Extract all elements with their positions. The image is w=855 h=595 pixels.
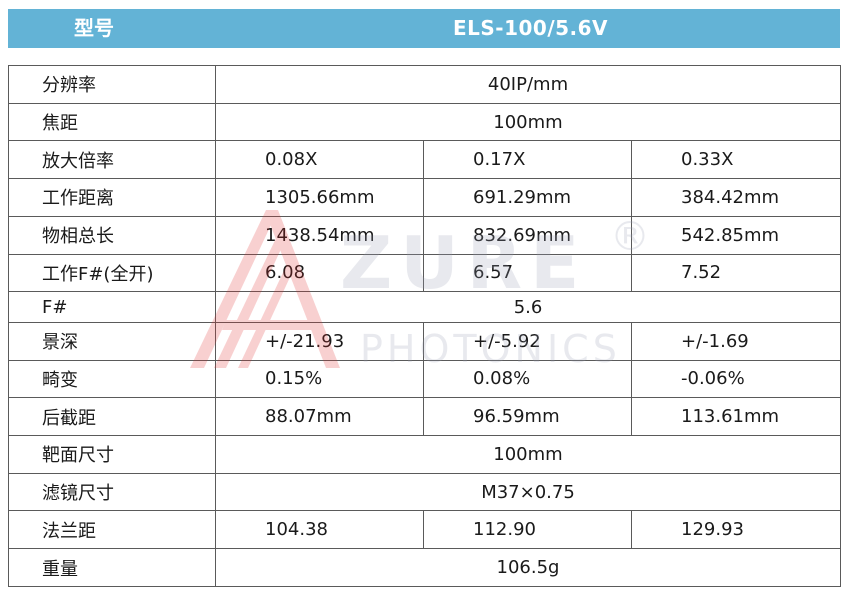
spec-value: +/-21.93 [215, 321, 424, 361]
spec-value: 0.08% [423, 359, 632, 399]
spec-value: 112.90 [423, 510, 632, 550]
spec-row: 焦距 100mm [8, 102, 842, 142]
spec-row: 工作F#(全开) 6.08 6.57 7.52 [8, 253, 842, 293]
spec-label: 靶面尺寸 [8, 435, 216, 474]
spec-value: 6.08 [215, 253, 424, 293]
spec-value: 542.85mm [630, 215, 842, 255]
spec-label: 法兰距 [8, 510, 216, 550]
model-label: 型号 [74, 16, 114, 40]
spec-value: 384.42mm [630, 178, 842, 217]
spec-value: -0.06% [630, 359, 842, 399]
spec-value: 104.38 [215, 510, 424, 550]
spec-label: 畸变 [8, 359, 216, 399]
spec-value: 0.33X [630, 140, 842, 180]
spec-value: 832.69mm [423, 215, 632, 255]
spec-row: 重量 106.5g [8, 548, 842, 587]
spec-row: 景深 +/-21.93 +/-5.92 +/-1.69 [8, 321, 842, 361]
spec-row: 分辨率 40IP/mm [8, 65, 842, 104]
spec-label: F# [8, 291, 216, 323]
spec-label: 景深 [8, 321, 216, 361]
spec-label: 分辨率 [8, 65, 216, 104]
spec-label: 焦距 [8, 102, 216, 142]
spec-value: 0.15% [215, 359, 424, 399]
spec-row: 法兰距 104.38 112.90 129.93 [8, 510, 842, 550]
spec-table: 分辨率 40IP/mm 焦距 100mm 放大倍率 0.08X 0.17X 0.33X 工作距离… [8, 65, 842, 587]
spec-label: 滤镜尺寸 [8, 472, 216, 512]
spec-value: 7.52 [630, 253, 842, 293]
spec-value: 0.08X [215, 140, 424, 180]
spec-row: 后截距 88.07mm 96.59mm 113.61mm [8, 397, 842, 437]
spec-row: F# 5.6 [8, 291, 842, 323]
spec-row: 靶面尺寸 100mm [8, 435, 842, 474]
spec-value: 100mm [214, 435, 842, 474]
spec-label: 重量 [8, 548, 216, 587]
spec-value: 88.07mm [215, 397, 424, 437]
spec-value: 6.57 [423, 253, 632, 293]
spec-value: 5.6 [214, 291, 842, 323]
spec-label: 放大倍率 [8, 140, 216, 180]
spec-label: 后截距 [8, 397, 216, 437]
model-value: ELS-100/5.6V [452, 16, 609, 40]
spec-value: 1305.66mm [215, 178, 424, 217]
spec-value: +/-5.92 [423, 321, 632, 361]
spec-value: 129.93 [630, 510, 842, 550]
spec-row: 工作距离 1305.66mm 691.29mm 384.42mm [8, 178, 842, 217]
spec-row: 物相总长 1438.54mm 832.69mm 542.85mm [8, 215, 842, 255]
spec-value: 100mm [214, 102, 842, 142]
spec-label: 工作距离 [8, 178, 216, 217]
spec-label: 物相总长 [8, 215, 216, 255]
spec-row: 放大倍率 0.08X 0.17X 0.33X [8, 140, 842, 180]
spec-value: 113.61mm [630, 397, 842, 437]
spec-table-body: 分辨率 40IP/mm 焦距 100mm 放大倍率 0.08X 0.17X 0.33X 工作距离… [8, 65, 842, 587]
spec-value: 691.29mm [423, 178, 632, 217]
spec-row: 畸变 0.15% 0.08% -0.06% [8, 359, 842, 399]
spec-value: +/-1.69 [630, 321, 842, 361]
spec-value: 96.59mm [423, 397, 632, 437]
spec-row: 滤镜尺寸 M37×0.75 [8, 472, 842, 512]
spec-value: 40IP/mm [214, 65, 842, 104]
spec-value: M37×0.75 [214, 472, 842, 512]
spec-value: 0.17X [423, 140, 632, 180]
spec-value: 1438.54mm [215, 215, 424, 255]
spec-label: 工作F#(全开) [8, 253, 216, 293]
spec-value: 106.5g [214, 548, 842, 587]
spec-header: 型号 ELS-100/5.6V [8, 9, 840, 48]
